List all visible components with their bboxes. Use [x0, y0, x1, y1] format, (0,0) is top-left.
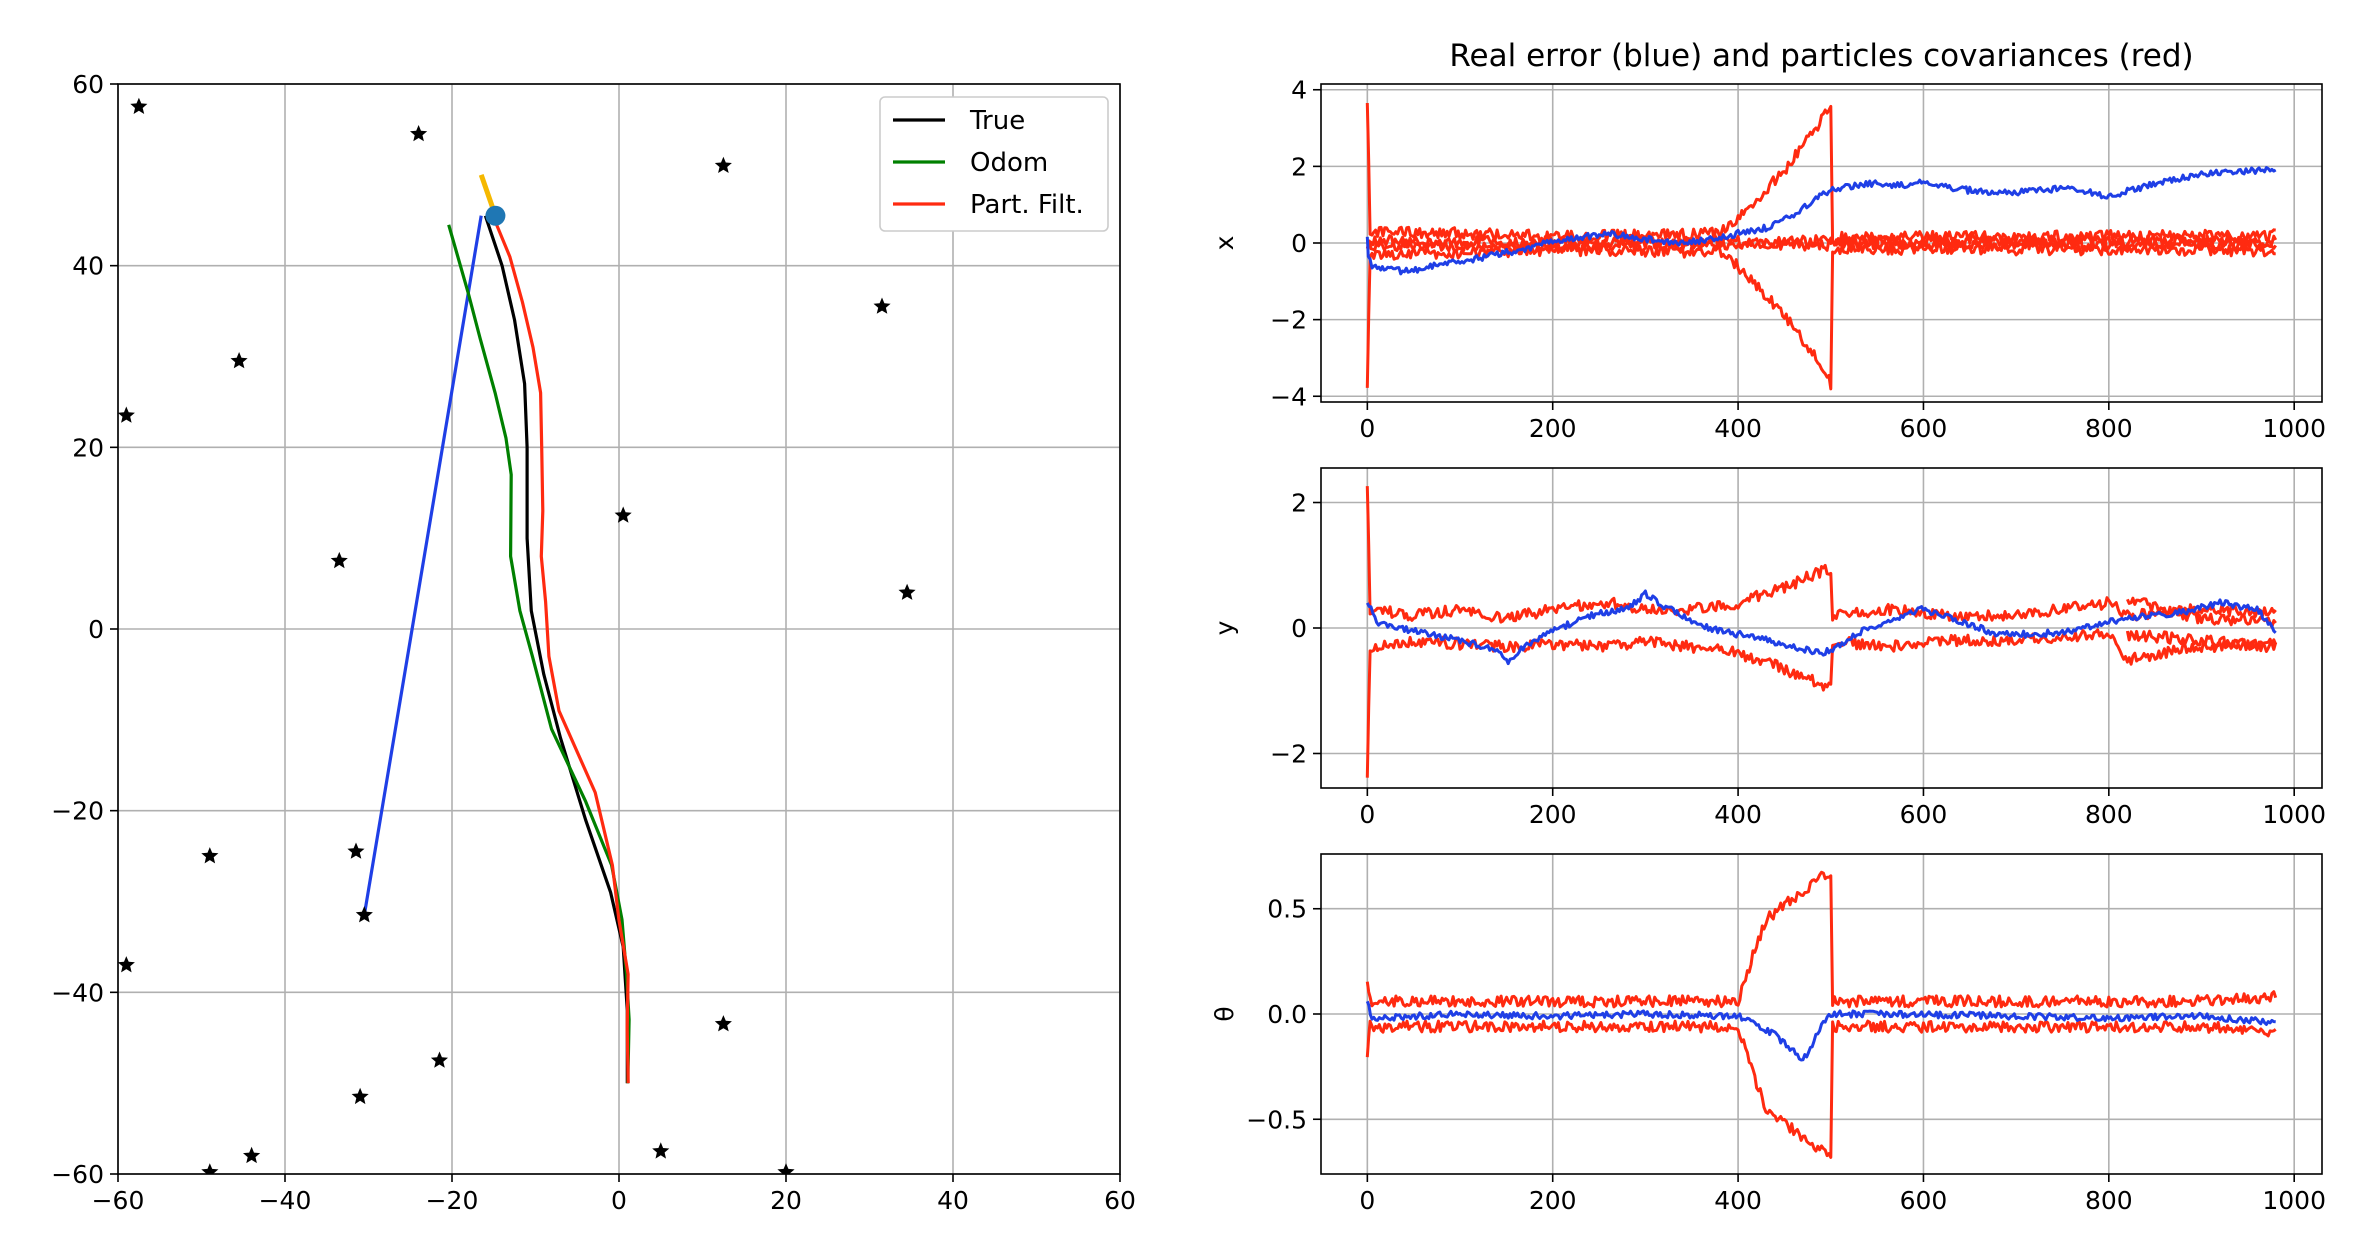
- y-tick-label: 20: [72, 433, 104, 462]
- x-tick-label: 200: [1529, 414, 1577, 443]
- x-tick-label: 600: [1900, 414, 1948, 443]
- y-tick-label: 40: [72, 252, 104, 281]
- x-tick-label: −40: [259, 1186, 312, 1215]
- y-tick-label: 60: [72, 70, 104, 99]
- axes-frame: [1320, 83, 2323, 403]
- covariance-line: [1365, 870, 2278, 1009]
- x-tick-label: −20: [426, 1186, 479, 1215]
- y-tick-label: −60: [51, 1160, 104, 1189]
- axes-err_y: 0 200 400 600 800 1000 −2 0 2 y: [1210, 468, 2326, 829]
- landmark-star: [230, 352, 248, 369]
- landmark-star: [410, 125, 428, 142]
- landmark-star: [355, 906, 373, 923]
- x-tick-label: 600: [1900, 800, 1948, 829]
- x-tick-label: 200: [1529, 800, 1577, 829]
- x-tick-label: 400: [1714, 800, 1762, 829]
- x-tick-label: 20: [770, 1186, 802, 1215]
- covariance-line: [2126, 596, 2277, 629]
- legend-label: Part. Filt.: [970, 190, 1084, 220]
- x-tick-label: 0: [1359, 1186, 1375, 1215]
- landmark-star: [652, 1142, 670, 1159]
- legend-label: Odom: [970, 148, 1048, 178]
- trajectory-series: [118, 97, 916, 1174]
- landmark-star: [347, 842, 365, 859]
- error-series-err_y: [1365, 486, 2278, 778]
- y-axis-label: x: [1210, 236, 1239, 251]
- legend: True Odom Part. Filt.: [879, 96, 1109, 232]
- y-tick-label: 0: [1291, 614, 1307, 643]
- y-tick-label: 0: [88, 615, 104, 644]
- axes-frame: [1320, 467, 2323, 789]
- axes-trajectory: −60 −40 −20 0 20 40 60 −60 −40 −20 0 20 40 60: [51, 70, 1136, 1215]
- x-tick-label: 800: [2085, 414, 2133, 443]
- error-line: [1365, 589, 2277, 666]
- landmark-star: [243, 1146, 261, 1164]
- landmark-star: [118, 956, 135, 973]
- x-tick-label: 600: [1900, 1186, 1948, 1215]
- landmark-star: [201, 1163, 219, 1174]
- x-tick-label: 1000: [2262, 1186, 2326, 1215]
- y-axis-label: θ: [1210, 1006, 1239, 1021]
- landmark-star: [714, 1015, 732, 1032]
- x-tick-label: 40: [937, 1186, 969, 1215]
- landmark-star: [777, 1163, 795, 1174]
- x-tick-label: −60: [92, 1186, 145, 1215]
- x-tick-label: 200: [1529, 1186, 1577, 1215]
- y-tick-label: 2: [1291, 489, 1307, 518]
- covariance-line: [1365, 237, 2277, 255]
- y-tick-label: 4: [1291, 76, 1307, 105]
- x-tick-label: 1000: [2262, 800, 2326, 829]
- x-tick-label: 0: [611, 1186, 627, 1215]
- chart-title: Real error (blue) and particles covarian…: [1449, 38, 2193, 74]
- legend-box: [879, 96, 1109, 232]
- y-tick-label: −2: [1270, 306, 1307, 335]
- error-line: [1365, 1000, 2276, 1062]
- covariance-line: [2125, 629, 2278, 653]
- landmark-star: [201, 847, 219, 864]
- y-tick-label: 2: [1291, 152, 1307, 181]
- error-series-err_theta: [1365, 870, 2278, 1159]
- x-tick-label: 1000: [2262, 414, 2326, 443]
- landmark-star: [430, 1051, 448, 1068]
- landmark-star: [351, 1087, 369, 1105]
- y-tick-label: 0.5: [1267, 895, 1307, 924]
- y-tick-label: 0.0: [1267, 1000, 1307, 1029]
- x-tick-label: 800: [2085, 1186, 2133, 1215]
- x-tick-label: 800: [2085, 800, 2133, 829]
- axes-frame: [1320, 853, 2323, 1175]
- x-tick-label: 0: [1359, 414, 1375, 443]
- covariance-line: [1365, 102, 2276, 245]
- landmark-star: [330, 551, 348, 569]
- landmark-star: [714, 156, 732, 173]
- y-tick-label: −4: [1270, 382, 1307, 411]
- y-tick-label: −0.5: [1246, 1105, 1307, 1134]
- landmark-star: [130, 97, 148, 114]
- landmark-star: [873, 297, 891, 314]
- error-series-err_x: [1365, 102, 2278, 391]
- x-tick-label: 400: [1714, 1186, 1762, 1215]
- covariance-line: [1366, 234, 2278, 250]
- robot-marker: [485, 205, 506, 226]
- measurement-line: [362, 215, 483, 916]
- axes-frame: [117, 83, 1121, 1175]
- covariance-line: [1365, 628, 2278, 778]
- legend-label: True: [969, 106, 1025, 136]
- x-tick-label: 60: [1104, 1186, 1136, 1215]
- y-tick-label: −20: [51, 797, 104, 826]
- covariance-line: [1365, 1019, 2277, 1159]
- y-tick-label: −2: [1270, 739, 1307, 768]
- covariance-line: [1365, 486, 2277, 624]
- landmark-star: [118, 406, 135, 423]
- error-line: [1365, 166, 2277, 276]
- x-tick-label: 400: [1714, 414, 1762, 443]
- y-tick-label: 0: [1291, 229, 1307, 258]
- landmark-star: [898, 583, 916, 600]
- landmark-star: [614, 506, 632, 523]
- y-axis-label: y: [1210, 620, 1239, 635]
- x-tick-label: 0: [1359, 800, 1375, 829]
- y-tick-label: −40: [51, 978, 104, 1007]
- series-line-part-filt: [489, 210, 630, 1084]
